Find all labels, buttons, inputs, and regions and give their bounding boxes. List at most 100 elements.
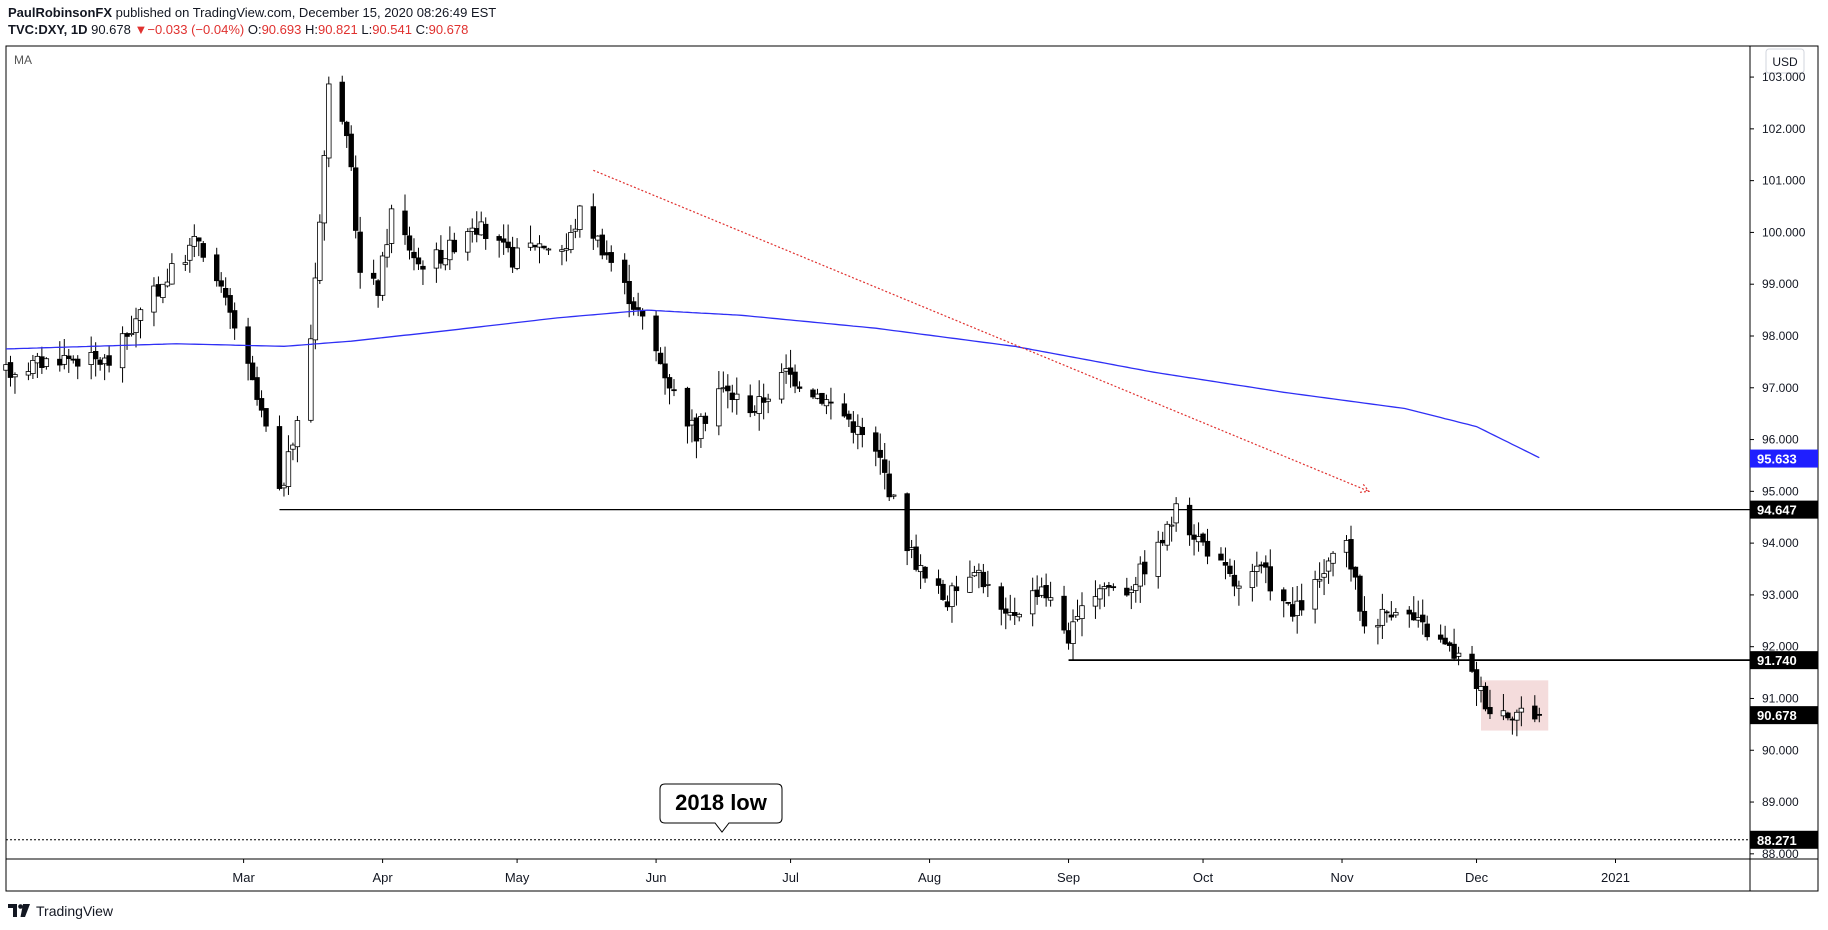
candle-body <box>222 287 229 298</box>
level-value-label: 88.271 <box>1757 833 1797 848</box>
candle-body <box>720 387 727 390</box>
candle-body <box>693 417 700 442</box>
close-value: 90.678 <box>428 22 469 37</box>
candle-body <box>886 473 892 498</box>
candle-body <box>1186 504 1193 536</box>
candle-body <box>1065 630 1072 644</box>
candle-body <box>124 333 130 337</box>
candle-body <box>1007 612 1013 616</box>
candle-body <box>1016 613 1022 618</box>
y-tick-label: 97.000 <box>1762 381 1799 395</box>
y-tick-label: 103.000 <box>1762 70 1806 84</box>
candle-body <box>75 358 81 367</box>
candle-body <box>1388 614 1395 618</box>
indicator-label[interactable]: MA <box>14 53 32 67</box>
open-value: 90.693 <box>261 22 302 37</box>
annotation-text: 2018 low <box>675 790 768 815</box>
y-tick-label: 90.000 <box>1762 743 1799 757</box>
candle-body <box>1263 562 1269 568</box>
candle-body <box>859 426 866 436</box>
candle-body <box>559 249 565 252</box>
down-arrow-icon: ▼ <box>134 22 148 37</box>
consolidation-highlight-box <box>1481 680 1549 731</box>
trendline-arrowhead <box>1359 483 1371 493</box>
candle-body <box>819 392 825 404</box>
candle-body <box>97 359 103 365</box>
candle-body <box>1142 561 1148 575</box>
candle-body <box>1074 616 1081 620</box>
open-label: O: <box>247 22 262 37</box>
y-tick-label: 88.000 <box>1762 847 1799 861</box>
y-tick-label: 96.000 <box>1762 433 1799 447</box>
candle-body <box>940 583 946 600</box>
candle-body <box>1231 574 1238 587</box>
candle-body <box>415 257 422 265</box>
high-value: 90.821 <box>317 22 358 37</box>
candle-body <box>980 571 987 588</box>
candle-body <box>1298 600 1305 611</box>
candle-body <box>1500 710 1507 717</box>
candle-body <box>1061 595 1067 631</box>
currency-button[interactable]: USD <box>1765 48 1805 74</box>
candle-body <box>1487 707 1493 715</box>
candle-body <box>1034 589 1040 598</box>
candle-body <box>1321 573 1327 578</box>
change-value: −0.033 (−0.04%) <box>147 22 245 37</box>
candle-body <box>420 265 426 270</box>
footer-brand[interactable]: TradingView <box>8 903 113 919</box>
footer-brand-label: TradingView <box>36 903 114 919</box>
candle-body <box>823 399 830 407</box>
candle-body <box>747 395 753 414</box>
candle-body <box>285 451 292 487</box>
candle-body <box>908 547 915 550</box>
candle-body <box>12 374 18 378</box>
candle-body <box>70 358 76 361</box>
low-label: L: <box>361 22 373 37</box>
candle-body <box>1352 566 1359 578</box>
candle-body <box>469 227 475 232</box>
candle-body <box>1029 590 1036 615</box>
y-tick-label: 94.000 <box>1762 536 1799 550</box>
candle-body <box>1384 611 1390 614</box>
candle-body <box>1101 586 1108 590</box>
author-name[interactable]: PaulRobinsonFX <box>8 5 112 20</box>
candle-body <box>514 247 520 269</box>
candle-body <box>1505 712 1511 719</box>
candle-body <box>787 367 794 375</box>
candle-body <box>671 389 677 392</box>
candle-body <box>1518 707 1525 713</box>
candle-body <box>1003 608 1009 614</box>
candle-body <box>1357 575 1363 612</box>
x-tick-label: Jul <box>782 870 799 885</box>
candle-body <box>214 254 220 282</box>
high-label: H: <box>304 22 318 37</box>
candle-body <box>1478 686 1484 691</box>
candle-body <box>1155 541 1161 577</box>
candle-body <box>160 283 166 298</box>
candle-body <box>276 426 283 489</box>
candle-body <box>509 246 516 268</box>
candle-body <box>496 236 502 241</box>
candle-body <box>828 401 834 404</box>
candle-body <box>88 352 94 365</box>
candle-body <box>873 432 879 452</box>
candle-body <box>563 248 570 251</box>
candle-body <box>783 368 789 372</box>
candle-body <box>1128 589 1135 593</box>
x-tick-label: Oct <box>1193 870 1214 885</box>
candle-body <box>447 239 453 261</box>
candle-body <box>944 601 951 608</box>
candle-body <box>1258 564 1265 567</box>
candle-body <box>3 364 9 371</box>
x-tick-label: Apr <box>372 870 393 885</box>
annotation-2018-low[interactable]: 2018 low <box>659 783 783 833</box>
candle-body <box>505 241 511 249</box>
candle-body <box>734 393 740 400</box>
candle-body <box>1361 610 1368 627</box>
candle-body <box>339 81 345 122</box>
candle-body <box>442 258 449 266</box>
candle-body <box>1473 669 1480 689</box>
candle-body <box>792 371 798 387</box>
candle-body <box>352 167 359 231</box>
